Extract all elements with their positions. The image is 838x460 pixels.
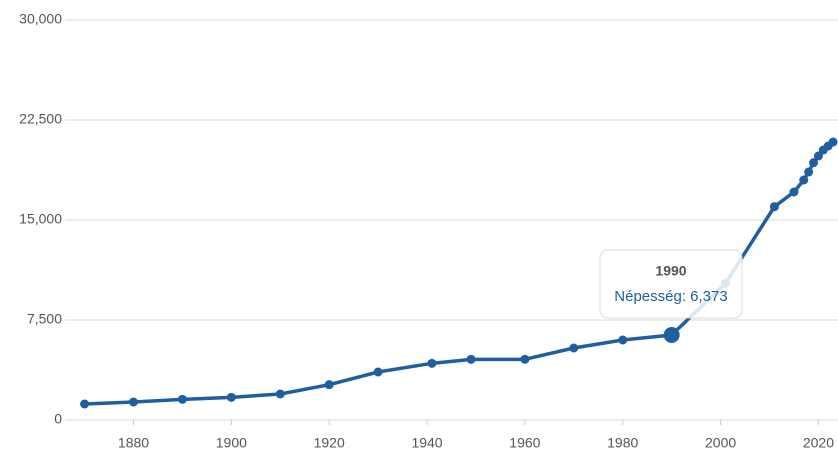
data-point[interactable] bbox=[799, 175, 809, 185]
data-point[interactable] bbox=[663, 327, 680, 344]
x-tick-label: 2020 bbox=[803, 435, 834, 451]
x-tick-label: 1920 bbox=[314, 435, 345, 451]
data-point[interactable] bbox=[789, 187, 799, 197]
data-point[interactable] bbox=[618, 335, 628, 345]
y-tick-label: 22,500 bbox=[19, 111, 62, 127]
x-tick-label: 1980 bbox=[607, 435, 638, 451]
x-tick-label: 1900 bbox=[216, 435, 247, 451]
data-point[interactable] bbox=[520, 354, 530, 364]
x-tick-label: 1940 bbox=[411, 435, 442, 451]
data-point[interactable] bbox=[275, 389, 285, 399]
tooltip-text: Népesség: 6,373 bbox=[614, 288, 727, 305]
data-point[interactable] bbox=[828, 137, 838, 147]
data-point[interactable] bbox=[177, 394, 187, 404]
x-tick-label: 1960 bbox=[509, 435, 540, 451]
data-point[interactable] bbox=[569, 343, 579, 353]
data-point[interactable] bbox=[813, 151, 823, 161]
data-point[interactable] bbox=[427, 358, 437, 368]
data-point[interactable] bbox=[226, 392, 236, 402]
y-tick-label: 7,500 bbox=[27, 311, 62, 327]
tooltip-box bbox=[599, 249, 743, 319]
data-point[interactable] bbox=[80, 399, 90, 409]
x-tick-label: 1880 bbox=[118, 435, 149, 451]
y-tick-label: 0 bbox=[54, 411, 62, 427]
data-point[interactable] bbox=[128, 397, 138, 407]
x-tick-label: 2000 bbox=[705, 435, 736, 451]
data-point[interactable] bbox=[809, 158, 819, 168]
tooltip-title: 1990 bbox=[655, 263, 686, 279]
y-tick-label: 30,000 bbox=[19, 11, 62, 27]
data-point[interactable] bbox=[466, 354, 476, 364]
y-tick-label: 15,000 bbox=[19, 211, 62, 227]
data-point[interactable] bbox=[804, 167, 814, 177]
data-point[interactable] bbox=[324, 380, 334, 390]
data-point[interactable] bbox=[373, 367, 383, 377]
data-point[interactable] bbox=[769, 202, 779, 212]
